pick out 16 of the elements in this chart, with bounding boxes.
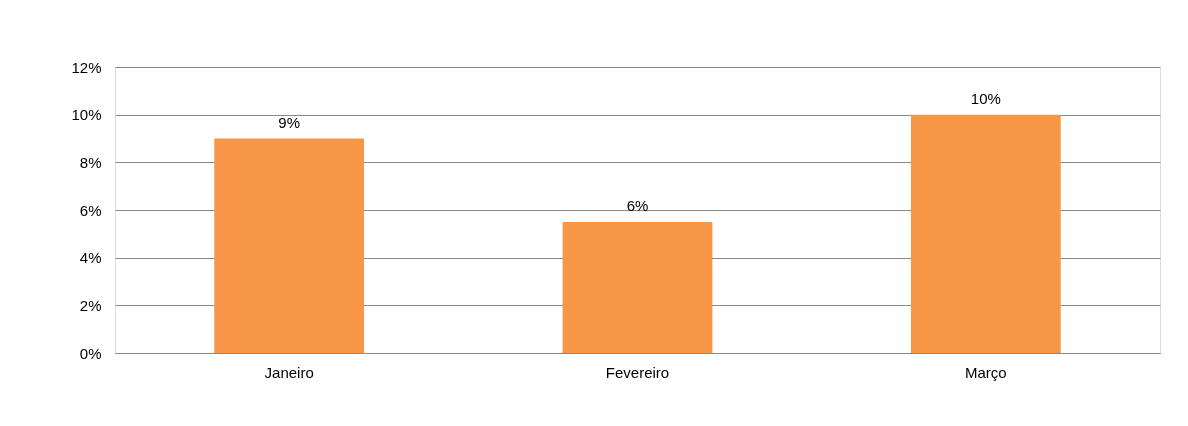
y-tick-label: 10% bbox=[71, 106, 102, 124]
bar bbox=[214, 138, 365, 353]
y-tick-label: 2% bbox=[79, 296, 102, 314]
y-tick-label: 0% bbox=[79, 344, 102, 362]
y-tick-label: 6% bbox=[79, 201, 102, 219]
data-label: 6% bbox=[626, 196, 649, 214]
y-tick-label: 4% bbox=[79, 249, 102, 267]
data-label: 10% bbox=[970, 89, 1001, 107]
bar bbox=[562, 221, 713, 353]
y-tick-label: 8% bbox=[79, 153, 102, 171]
bar bbox=[910, 114, 1061, 353]
data-label: 9% bbox=[278, 113, 301, 131]
x-tick-label: Março bbox=[964, 363, 1007, 381]
y-tick-label: 12% bbox=[71, 58, 102, 76]
x-tick-label: Janeiro bbox=[264, 363, 314, 381]
x-tick-label: Fevereiro bbox=[605, 363, 670, 381]
